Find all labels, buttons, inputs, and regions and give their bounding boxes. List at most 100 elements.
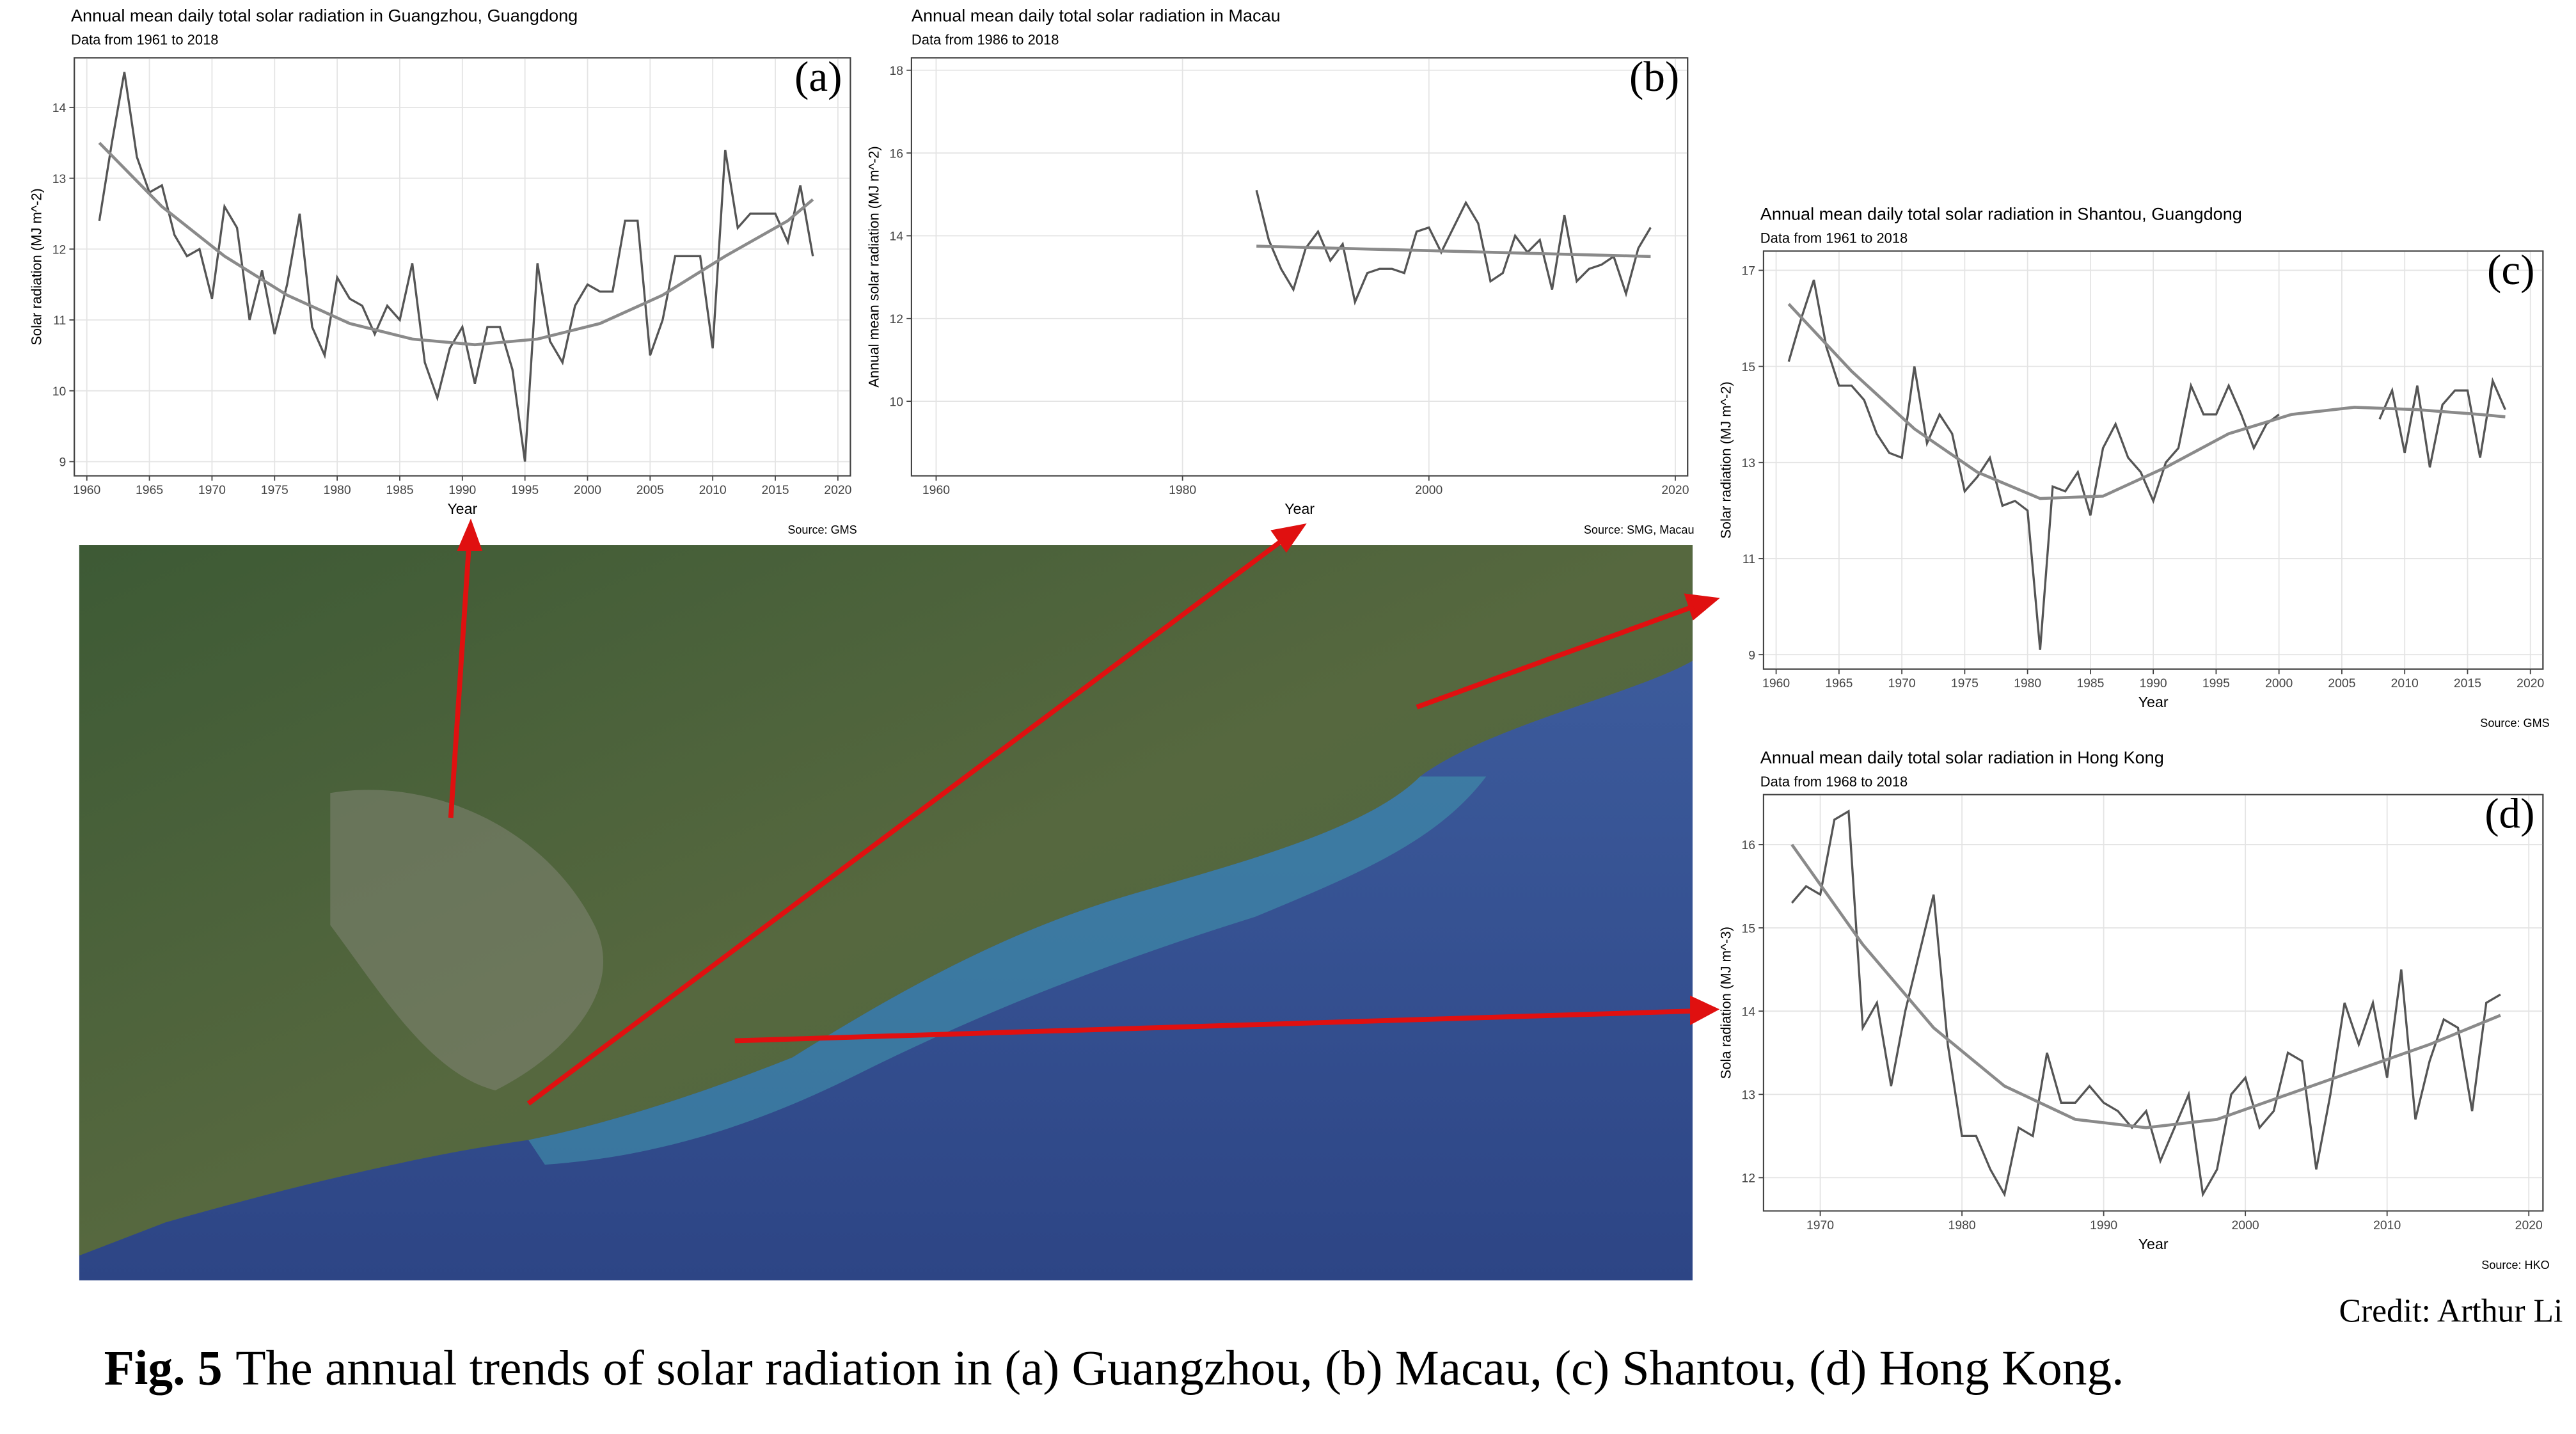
source-note: Source: GMS: [2480, 717, 2549, 729]
y-axis-label: Solar radiation (MJ m^-2): [29, 188, 45, 346]
source-note: Source: GMS: [787, 523, 857, 536]
x-tick-label: 1965: [136, 483, 163, 497]
y-tick-label: 11: [53, 314, 66, 328]
chart-panel: Annual mean daily total solar radiation …: [29, 6, 857, 536]
data-line: [1787, 279, 2506, 650]
x-tick-label: 1990: [448, 483, 476, 497]
chart-panel: Annual mean daily total solar radiation …: [1718, 203, 2549, 729]
x-tick-label: 1980: [2014, 676, 2041, 690]
data-line: [1255, 189, 1652, 306]
arrow: [526, 536, 1286, 1106]
y-tick-label: 15: [1741, 360, 1755, 374]
x-tick-label: 1970: [1806, 1218, 1834, 1232]
x-tick-label: 1990: [2140, 676, 2167, 690]
y-tick-label: 12: [1741, 1172, 1755, 1186]
panel-label: (a): [794, 52, 842, 100]
y-tick-label: 14: [1741, 1005, 1755, 1019]
arrow-head: [1684, 593, 1720, 621]
arrow: [734, 1008, 1693, 1044]
x-tick-label: 1975: [1951, 676, 1979, 690]
chart-title: Annual mean daily total solar radiation …: [912, 6, 1281, 26]
plot-area: [1762, 793, 2544, 1212]
y-tick-label: 16: [889, 147, 903, 161]
chart-subtitle: Data from 1961 to 2018: [1760, 230, 1908, 246]
x-axis-label: Year: [2138, 694, 2169, 710]
x-tick-label: 1965: [1825, 676, 1853, 690]
data-line: [1790, 843, 2501, 1129]
plot-border: [74, 57, 851, 477]
y-tick-label: 14: [889, 230, 903, 244]
x-tick-label: 1995: [2202, 676, 2230, 690]
x-tick-label: 1985: [2076, 676, 2104, 690]
x-tick-label: 1995: [511, 483, 539, 497]
x-tick-label: 2000: [1415, 483, 1442, 497]
arrow-head: [1690, 995, 1720, 1026]
x-tick-label: 1975: [261, 483, 288, 497]
y-tick-label: 9: [59, 456, 66, 470]
source-note: Source: SMG, Macau: [1584, 523, 1695, 536]
x-tick-label: 1960: [922, 483, 950, 497]
map-coast: [528, 776, 1487, 1165]
map-urban: [330, 790, 604, 1090]
arrow-head: [1270, 523, 1307, 553]
chart-panel: Annual mean daily total solar radiation …: [1718, 747, 2549, 1271]
source-note: Source: HKO: [2481, 1259, 2549, 1271]
y-tick-label: 18: [889, 64, 903, 78]
panel-label: (c): [2487, 246, 2534, 294]
x-tick-label: 2020: [824, 483, 851, 497]
x-tick-label: 1960: [1762, 676, 1790, 690]
x-tick-label: 2015: [761, 483, 789, 497]
x-tick-label: 2015: [2454, 676, 2481, 690]
y-axis-label: Annual mean solar radiation (MJ m^-2): [865, 146, 881, 387]
y-tick-label: 10: [889, 395, 903, 409]
chart-title: Annual mean daily total solar radiation …: [1760, 203, 2242, 223]
x-tick-label: 1960: [73, 483, 100, 497]
arrows: [448, 518, 1720, 1106]
y-tick-label: 9: [1748, 648, 1755, 662]
x-tick-label: 1970: [1888, 676, 1916, 690]
y-tick-label: 16: [1741, 838, 1755, 852]
x-axis-label: Year: [1284, 500, 1315, 517]
y-axis-label: Sola radiation (MJ m^-3): [1718, 927, 1734, 1079]
y-axis-label: Solar radiation (MJ m^-2): [1718, 381, 1734, 539]
x-tick-label: 1980: [324, 483, 351, 497]
x-tick-label: 1970: [198, 483, 226, 497]
y-tick-label: 12: [52, 243, 67, 257]
y-tick-label: 13: [1741, 456, 1755, 470]
y-tick-label: 11: [1742, 552, 1755, 566]
x-tick-label: 2000: [574, 483, 601, 497]
y-tick-label: 12: [889, 312, 903, 326]
data-line: [1790, 809, 2501, 1198]
y-tick-label: 13: [1741, 1088, 1755, 1103]
x-axis-label: Year: [447, 500, 477, 517]
x-tick-label: 2010: [2373, 1218, 2401, 1232]
x-tick-label: 2000: [2232, 1218, 2259, 1232]
x-tick-label: 2020: [2515, 1218, 2543, 1232]
x-tick-label: 2005: [2328, 676, 2355, 690]
arrow: [1416, 603, 1695, 710]
chart-subtitle: Data from 1961 to 2018: [71, 32, 218, 48]
x-tick-label: 2010: [699, 483, 727, 497]
chart-subtitle: Data from 1986 to 2018: [912, 32, 1059, 48]
panel-label: (d): [2485, 789, 2534, 837]
panel-label: (b): [1629, 52, 1679, 100]
x-tick-label: 1990: [2090, 1218, 2117, 1232]
caption-label: Fig. 5: [104, 1341, 223, 1396]
arrow-head: [457, 518, 483, 552]
y-tick-label: 13: [52, 172, 67, 186]
chart-subtitle: Data from 1968 to 2018: [1760, 774, 1908, 790]
caption: Fig. 5 The annual trends of solar radiati…: [104, 1341, 2124, 1396]
chart-panel: Annual mean daily total solar radiation …: [865, 6, 1694, 536]
y-tick-label: 15: [1741, 921, 1755, 936]
x-tick-label: 1980: [1169, 483, 1196, 497]
chart-title: Annual mean daily total solar radiation …: [71, 6, 578, 26]
x-tick-label: 2010: [2391, 676, 2419, 690]
credit: Credit: Arthur Li: [2339, 1293, 2563, 1329]
x-tick-label: 1980: [1948, 1218, 1976, 1232]
data-line: [98, 141, 814, 347]
data-line: [1256, 244, 1651, 259]
data-line: [1787, 303, 2506, 500]
x-tick-label: 2000: [2265, 676, 2293, 690]
